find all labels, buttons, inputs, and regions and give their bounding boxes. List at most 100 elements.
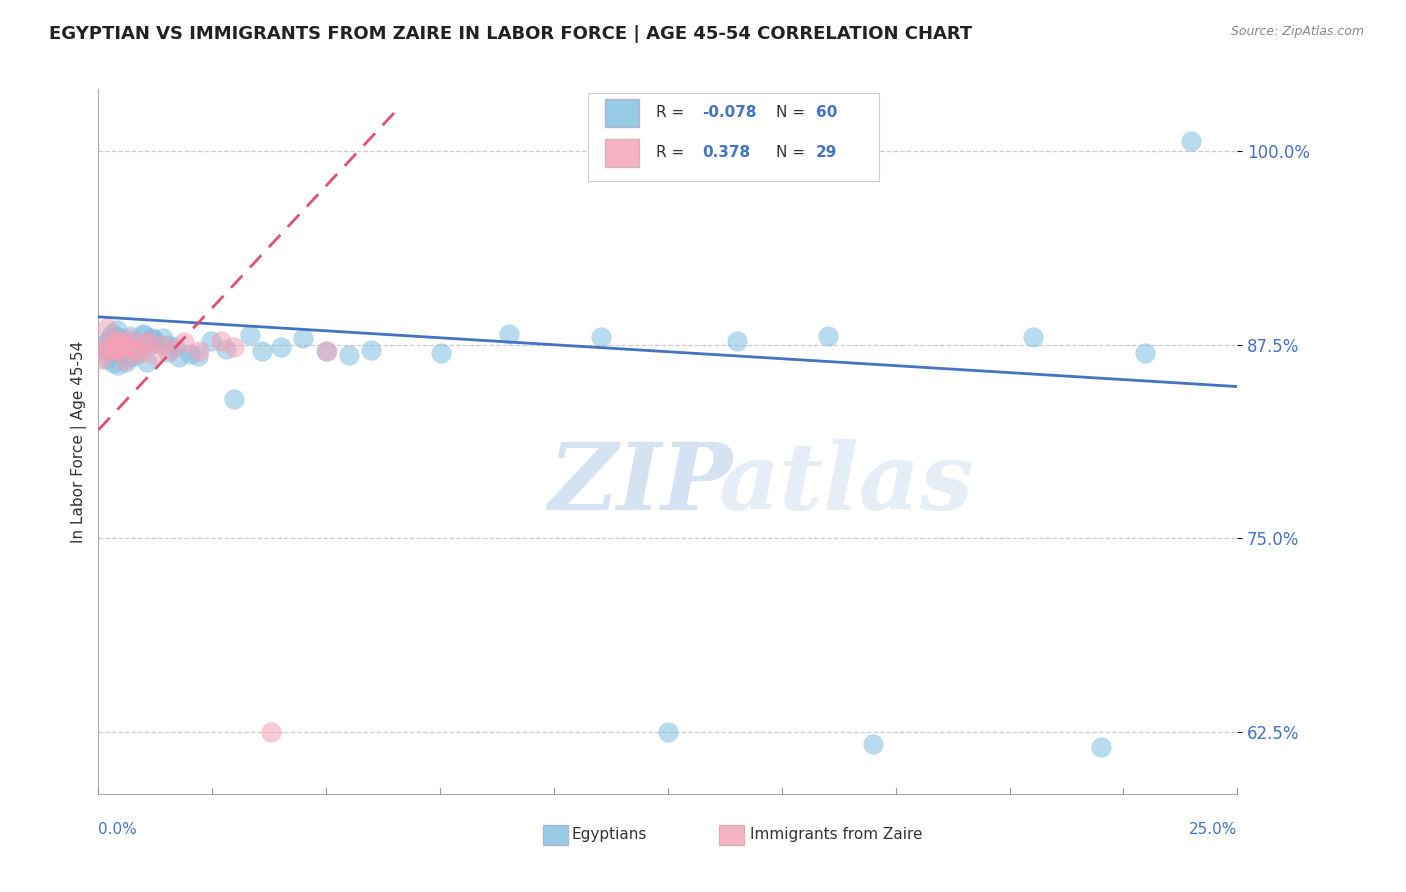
Point <box>291 331 314 345</box>
Point <box>114 341 136 355</box>
Point <box>128 342 150 356</box>
Point <box>862 737 884 751</box>
Point <box>124 349 146 363</box>
Text: 0.378: 0.378 <box>702 145 751 161</box>
Point <box>152 331 174 345</box>
Text: atlas: atlas <box>718 439 974 529</box>
Point <box>96 352 118 367</box>
Point <box>360 343 382 357</box>
Point <box>104 345 127 359</box>
Point <box>160 343 183 357</box>
Text: -0.078: -0.078 <box>702 105 756 120</box>
Bar <box>543 825 568 845</box>
Point <box>239 327 262 342</box>
Point <box>222 392 245 406</box>
Point <box>110 335 132 350</box>
Point <box>179 347 201 361</box>
Point <box>105 341 128 355</box>
Point <box>315 344 337 359</box>
Point <box>725 334 748 349</box>
Point <box>105 323 128 337</box>
Point <box>270 340 292 354</box>
Point <box>96 321 118 335</box>
Bar <box>605 99 640 127</box>
Point <box>118 328 141 343</box>
Point <box>120 334 142 349</box>
Point <box>1133 345 1156 359</box>
Point <box>97 334 120 348</box>
Point <box>107 330 129 344</box>
Point <box>142 333 165 347</box>
Point <box>101 356 124 370</box>
Point <box>187 350 209 364</box>
Text: N =: N = <box>776 145 810 161</box>
Point <box>101 343 124 357</box>
Point <box>156 345 179 359</box>
Text: 0.0%: 0.0% <box>98 822 138 837</box>
Point <box>129 346 152 360</box>
Point <box>120 331 142 345</box>
Text: R =: R = <box>657 145 689 161</box>
Point <box>136 355 159 369</box>
Text: R =: R = <box>657 105 689 120</box>
Text: Immigrants from Zaire: Immigrants from Zaire <box>749 827 922 842</box>
Point <box>260 725 283 739</box>
Point <box>93 337 115 351</box>
Text: 25.0%: 25.0% <box>1189 822 1237 837</box>
Point <box>110 340 132 354</box>
Point <box>498 327 520 342</box>
Point <box>100 346 122 360</box>
Point <box>138 338 160 352</box>
Point <box>105 343 128 357</box>
Point <box>110 333 132 347</box>
Point <box>91 343 114 358</box>
Point <box>101 326 124 340</box>
Point <box>1022 330 1045 344</box>
Point <box>136 334 159 349</box>
Text: ZIP: ZIP <box>548 439 733 529</box>
Point <box>145 336 167 351</box>
Point <box>124 343 146 358</box>
Point <box>209 334 232 349</box>
Text: 29: 29 <box>815 145 838 161</box>
Point <box>120 341 142 355</box>
Point <box>129 340 152 354</box>
Point <box>589 330 612 344</box>
Point <box>316 344 339 359</box>
Text: Egyptians: Egyptians <box>571 827 647 842</box>
Point <box>91 352 114 367</box>
Point <box>173 334 195 349</box>
Point <box>187 343 209 358</box>
Point <box>114 355 136 369</box>
Point <box>110 332 132 346</box>
Point <box>134 336 156 351</box>
Text: N =: N = <box>776 105 810 120</box>
Point <box>114 353 136 368</box>
Point <box>1090 740 1112 755</box>
Point <box>657 725 679 739</box>
Point <box>224 340 246 354</box>
Text: Source: ZipAtlas.com: Source: ZipAtlas.com <box>1230 25 1364 38</box>
Point <box>157 338 180 352</box>
Point <box>115 337 138 351</box>
Bar <box>718 825 744 845</box>
Point <box>104 333 127 347</box>
Point <box>110 339 132 353</box>
Point <box>141 331 163 345</box>
Point <box>430 346 453 360</box>
Point <box>150 337 173 351</box>
Point <box>91 343 114 357</box>
Point <box>107 358 129 372</box>
Point <box>101 343 124 357</box>
Point <box>124 343 146 357</box>
Point <box>250 343 273 358</box>
Point <box>1180 135 1202 149</box>
Point <box>100 330 122 344</box>
Point <box>337 348 360 362</box>
Point <box>96 338 118 352</box>
Point <box>142 347 165 361</box>
Point <box>118 350 141 364</box>
Point <box>132 326 155 341</box>
Text: 60: 60 <box>815 105 838 120</box>
Point <box>169 350 191 364</box>
